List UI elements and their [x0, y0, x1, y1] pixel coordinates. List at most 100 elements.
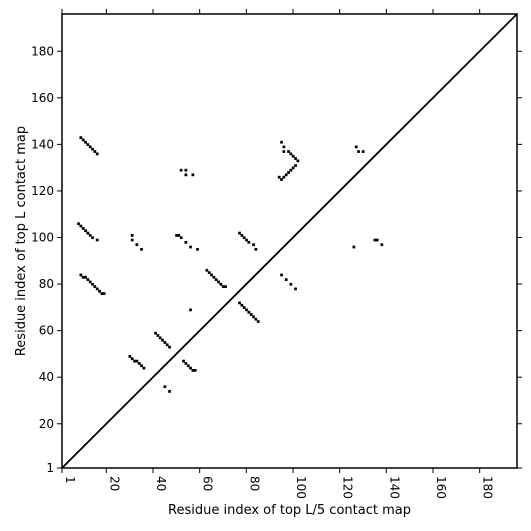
contact-cell	[84, 140, 87, 144]
contact-cell	[161, 338, 164, 342]
contact-cell	[291, 154, 295, 158]
contact-cell	[179, 236, 183, 240]
contact-cell	[98, 289, 101, 293]
contact-cell	[91, 147, 94, 151]
contact-cell	[217, 280, 220, 284]
contact-cell	[184, 241, 188, 244]
contact-cell	[88, 234, 92, 237]
contact-cell	[245, 238, 248, 242]
diagonal-line	[61, 13, 518, 469]
contact-cell	[294, 164, 297, 167]
contact-cell	[102, 292, 106, 295]
contact-cell	[88, 145, 92, 149]
contact-cell	[93, 150, 97, 153]
diagonal-layer	[61, 13, 518, 469]
contact-cell	[95, 238, 99, 242]
contact-cell	[175, 234, 178, 237]
contact-cell	[142, 366, 146, 370]
contact-cell	[252, 315, 255, 319]
x-tick-label: 40	[154, 476, 168, 491]
contact-cell	[354, 145, 358, 149]
contact-cell	[254, 247, 258, 251]
contact-cell	[282, 175, 286, 179]
contact-cell	[184, 362, 188, 365]
y-tick-label: 140	[31, 137, 54, 151]
contact-cell	[86, 278, 90, 281]
contact-cell	[91, 236, 94, 240]
contact-cell	[130, 238, 134, 242]
contact-cell	[84, 275, 87, 279]
contact-cell	[140, 247, 143, 251]
contact-cell	[280, 273, 283, 277]
y-tick-label: 20	[39, 417, 54, 431]
contact-cell	[158, 336, 162, 340]
contact-cell	[86, 143, 90, 146]
contact-cell	[79, 224, 83, 228]
contact-cell	[224, 285, 227, 288]
contact-cell	[238, 301, 241, 305]
contact-cell	[86, 231, 90, 235]
contact-cell	[137, 362, 141, 365]
contact-cell	[189, 245, 192, 249]
contact-cell	[294, 287, 297, 291]
contact-cell	[207, 271, 211, 274]
contact-cell	[287, 150, 290, 153]
contact-marks	[77, 136, 384, 393]
y-tick-label: 160	[31, 91, 54, 105]
contact-cell	[247, 310, 251, 314]
contact-cell	[95, 152, 99, 156]
contact-cell	[79, 136, 83, 139]
x-tick-label: 60	[201, 476, 215, 491]
contact-cell	[191, 369, 195, 372]
x-tick-label: 120	[341, 476, 355, 499]
contact-cell	[79, 273, 83, 277]
contact-cell	[135, 359, 139, 363]
contact-cell	[212, 275, 216, 279]
contact-cell	[184, 173, 188, 177]
contact-cell	[154, 331, 157, 335]
contact-cell	[91, 282, 94, 286]
contact-cell	[252, 243, 255, 247]
plot-frame	[61, 13, 518, 469]
y-axis-label: Residue index of top L contact map	[14, 126, 29, 356]
contact-cell	[95, 287, 99, 291]
x-tick-label: 160	[434, 476, 448, 499]
contact-cell	[133, 359, 136, 363]
x-tick-label: 1	[63, 476, 77, 484]
contact-cell	[193, 369, 197, 372]
y-tick-label: 40	[39, 370, 54, 384]
contact-cell	[77, 222, 80, 226]
contact-cell	[93, 285, 97, 288]
contact-cell	[254, 317, 258, 321]
contact-cell	[191, 173, 195, 177]
y-tick-label: 180	[31, 44, 54, 58]
contact-cell	[186, 364, 190, 368]
contact-cell	[361, 150, 365, 153]
contact-cell	[196, 247, 199, 251]
contact-cell	[282, 145, 286, 149]
contact-cell	[214, 278, 218, 281]
contact-cell	[245, 308, 248, 312]
contact-cell	[375, 238, 379, 242]
contact-cell	[81, 138, 85, 142]
contact-cell	[179, 168, 183, 172]
contact-cell	[84, 229, 87, 233]
contact-cell	[221, 285, 225, 288]
axis-ticks: 1 20 40 60 80 100 120 140 160 1801204060801001201…	[31, 9, 522, 499]
y-tick-label: 60	[39, 324, 54, 338]
contact-cell	[168, 345, 171, 349]
contact-cell	[238, 231, 241, 235]
contact-cell	[219, 282, 223, 286]
contact-cell	[81, 275, 85, 279]
contact-cell	[156, 334, 160, 337]
contact-cell	[135, 243, 139, 247]
contact-cell	[189, 366, 192, 370]
y-tick-label: 80	[39, 277, 54, 291]
x-tick-label: 140	[387, 476, 401, 499]
contact-cell	[81, 227, 85, 230]
contact-cell	[163, 341, 167, 344]
contact-cell	[100, 292, 104, 295]
contact-cell	[296, 159, 300, 163]
contact-cell	[240, 234, 244, 237]
contact-cell	[282, 150, 286, 153]
